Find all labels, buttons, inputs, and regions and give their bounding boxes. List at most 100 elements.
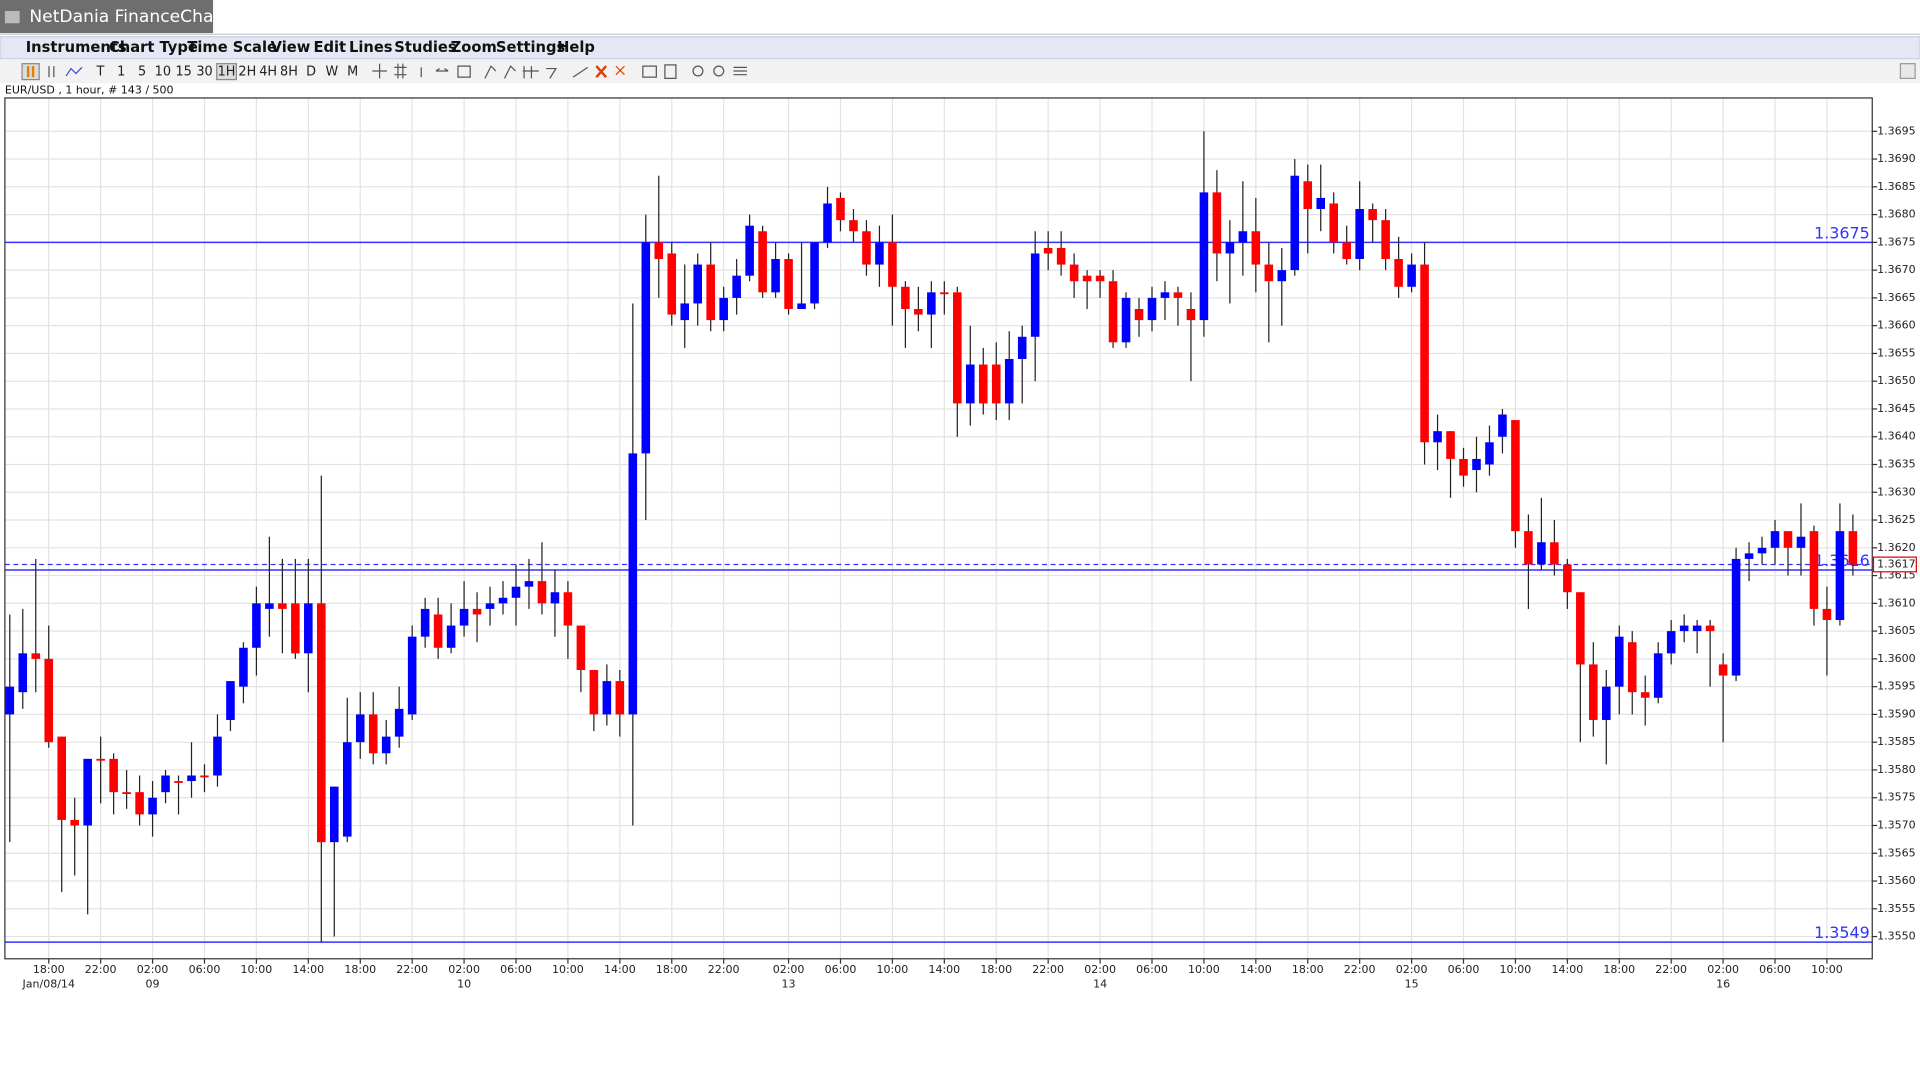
menu-item[interactable]: Studies <box>394 39 457 56</box>
candle-body <box>122 792 131 795</box>
zoom-out-button[interactable] <box>713 65 725 77</box>
timeframe-button[interactable]: 2H <box>238 65 256 80</box>
bar-type-button[interactable] <box>48 66 55 78</box>
x-tick-label: 10:00 <box>552 963 584 976</box>
candle-body <box>57 736 66 820</box>
y-tick-label: 1.3630 <box>1877 485 1916 498</box>
grid-button[interactable] <box>394 63 407 79</box>
fibonacci-button[interactable] <box>522 66 539 79</box>
candle-body <box>1108 281 1118 343</box>
y-tick-label: 1.3695 <box>1877 124 1916 137</box>
menu-item[interactable]: Help <box>557 39 595 56</box>
x-tick-label: 02:00 <box>1084 963 1116 976</box>
timeframe-button[interactable]: D <box>306 65 316 80</box>
candle-body <box>394 708 404 737</box>
timeframe-button[interactable]: 10 <box>155 65 171 80</box>
candle-body <box>1368 209 1377 221</box>
export-button[interactable] <box>664 64 677 79</box>
timeframe-button[interactable]: M <box>347 65 358 80</box>
candle-body <box>342 742 352 837</box>
timeframe-button[interactable]: 1H <box>218 65 236 80</box>
candle-body <box>836 197 845 221</box>
trend-line-button[interactable] <box>484 65 497 79</box>
timeframe-button[interactable]: 15 <box>176 65 192 80</box>
candle-body <box>1692 625 1702 632</box>
candle-body <box>1134 308 1144 321</box>
timeframe-button[interactable]: T <box>95 65 104 80</box>
timeframe-button[interactable]: 8H <box>280 65 298 80</box>
y-tick-label: 1.3665 <box>1877 291 1916 304</box>
candle-body <box>265 603 274 609</box>
candle-body <box>1744 553 1754 559</box>
menu-item[interactable]: Instruments <box>26 39 127 56</box>
timeframe-button[interactable]: 4H <box>259 65 277 80</box>
candle-body <box>1783 531 1793 548</box>
draw-button[interactable] <box>572 66 589 78</box>
candle-type-button[interactable] <box>21 63 40 81</box>
timeframe-button[interactable]: 30 <box>196 65 212 80</box>
timeframe-button[interactable]: 5 <box>138 65 146 80</box>
candle-body <box>1731 558 1741 676</box>
menu-item[interactable]: Settings <box>496 39 566 56</box>
timeframe-button[interactable]: 1 <box>117 65 125 80</box>
candle-body <box>537 581 547 604</box>
candle-body <box>278 603 287 609</box>
line-type-button[interactable] <box>65 66 83 77</box>
candle-body <box>1186 308 1196 321</box>
candle-body <box>1290 175 1300 271</box>
crosshair-button[interactable] <box>372 63 387 79</box>
y-tick-label: 1.3550 <box>1877 930 1916 943</box>
menu-item[interactable]: Chart Type <box>109 39 198 56</box>
menu-item[interactable]: Lines <box>349 39 393 56</box>
last-price-label: 1.3617 <box>1877 557 1916 570</box>
menu-item[interactable]: View <box>271 39 311 56</box>
x-tick-label: 18:00 <box>344 963 376 976</box>
volume-button[interactable] <box>457 65 471 78</box>
y-tick-label: 1.3610 <box>1877 596 1916 609</box>
menu-item[interactable]: Edit <box>313 39 346 56</box>
y-tick-label: 1.3555 <box>1877 902 1916 915</box>
candle-body <box>252 603 261 648</box>
print-button[interactable] <box>642 65 657 78</box>
date-label: Jan/08/14 <box>22 977 75 990</box>
zoom-in-button[interactable] <box>692 65 704 77</box>
arrow-button[interactable] <box>546 67 558 79</box>
x-tick-label: 14:00 <box>604 963 636 976</box>
candle-body <box>1420 264 1429 443</box>
candle-body <box>213 736 222 776</box>
pan-button[interactable] <box>435 68 449 72</box>
x-tick-label: 18:00 <box>980 963 1012 976</box>
zoom-reset-button[interactable] <box>733 66 747 76</box>
x-tick-label: 22:00 <box>1032 963 1064 976</box>
x-tick-label: 14:00 <box>1551 963 1583 976</box>
candle-body <box>771 259 780 293</box>
menu-bar <box>0 36 1920 60</box>
corner-button[interactable] <box>1899 63 1916 79</box>
candle-body <box>1770 531 1780 548</box>
candle-body <box>1199 192 1209 321</box>
delete-all-button[interactable] <box>615 65 625 76</box>
x-tick-label: 18:00 <box>1603 963 1635 976</box>
y-tick-label: 1.3580 <box>1877 763 1916 776</box>
delete-button[interactable] <box>595 65 608 78</box>
candle-body <box>1835 531 1845 621</box>
candle-body <box>1030 253 1040 337</box>
x-tick-label: 14:00 <box>1240 963 1272 976</box>
timeframe-button[interactable]: W <box>325 65 338 80</box>
candle-body <box>888 242 897 287</box>
menu-item[interactable]: Time Scale <box>187 39 277 56</box>
x-tick-label: 18:00 <box>1292 963 1324 976</box>
menu-item[interactable]: Zoom <box>451 39 497 56</box>
candle-body <box>330 786 339 843</box>
channel-button[interactable] <box>503 65 516 79</box>
app-title: NetDania FinanceChart <box>29 7 227 27</box>
y-tick-label: 1.3685 <box>1877 180 1916 193</box>
candle-body <box>1446 431 1455 459</box>
y-tick-label: 1.3645 <box>1877 402 1916 415</box>
x-tick-label: 06:00 <box>825 963 857 976</box>
candle-body <box>667 253 677 315</box>
candle-body <box>615 681 625 715</box>
candle-body <box>641 242 651 454</box>
